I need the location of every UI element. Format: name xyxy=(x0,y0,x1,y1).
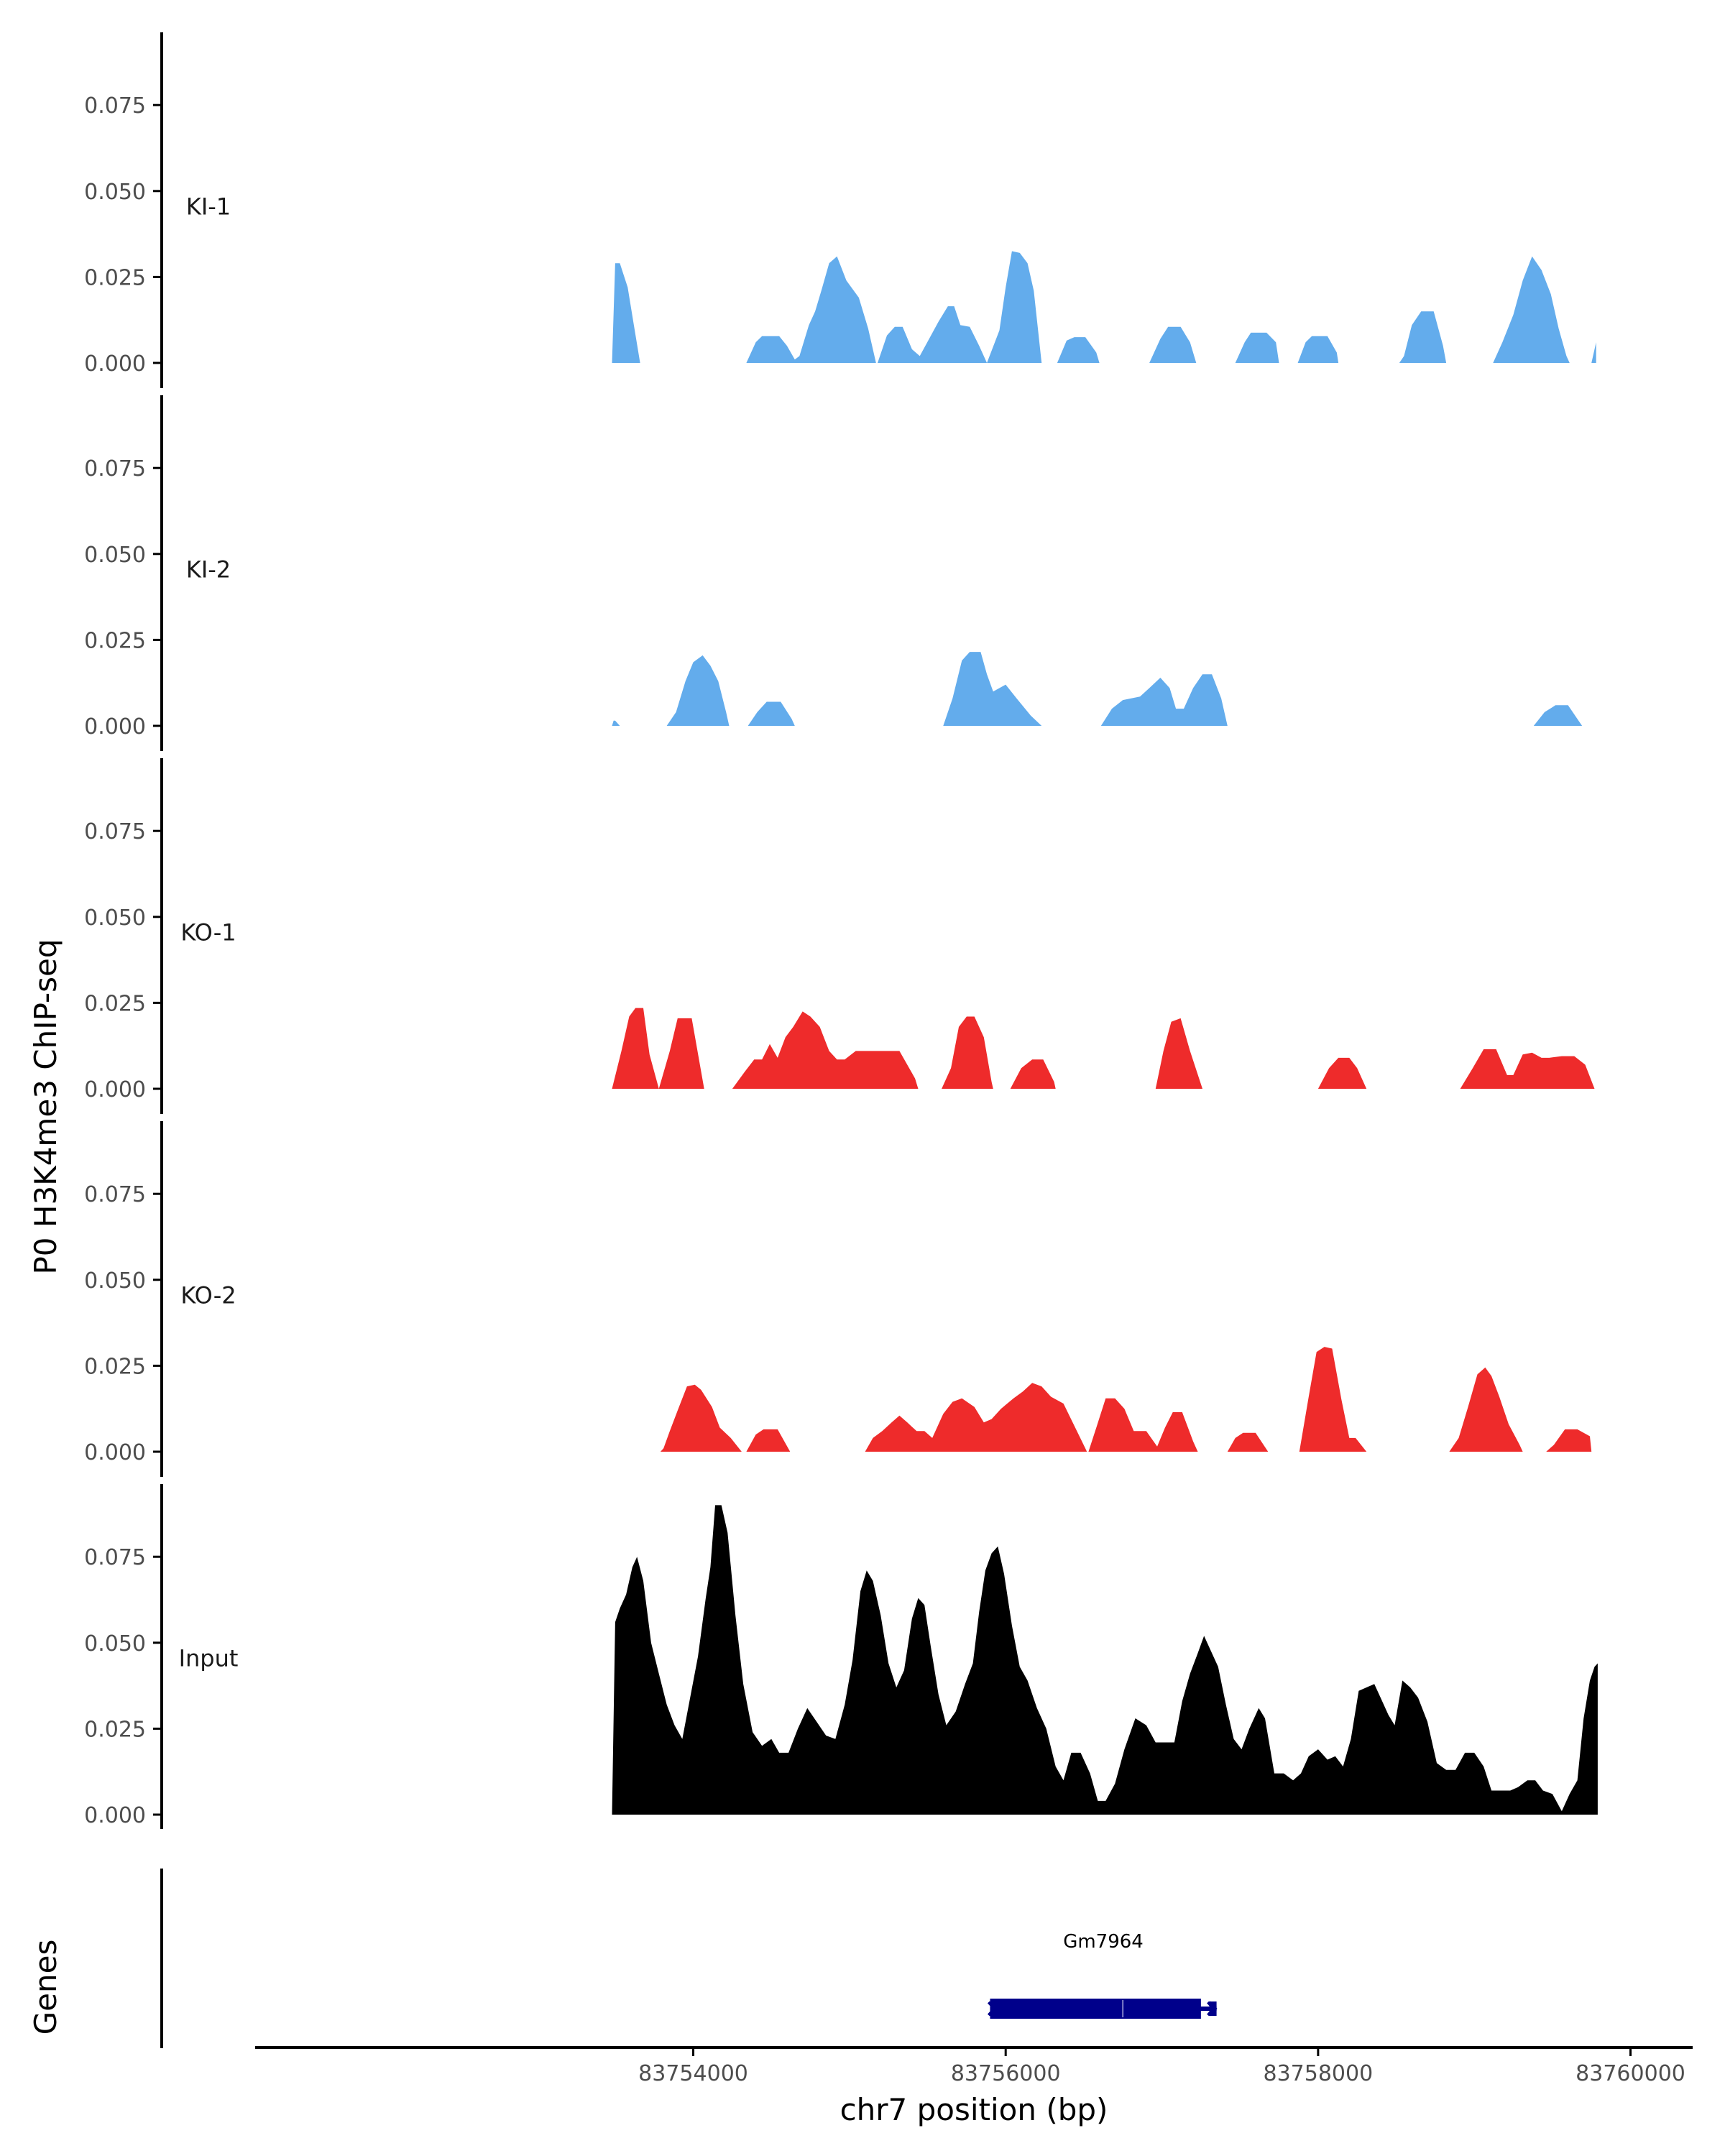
signal-tracks: 0.0000.0250.0500.075KI-10.0000.0250.0500… xyxy=(84,32,1598,1829)
y-tick-label: 0.025 xyxy=(84,265,146,290)
track-label-ki-1: KI-1 xyxy=(186,193,231,220)
y-tick-label: 0.000 xyxy=(84,1440,146,1465)
gene-name-label: Gm7964 xyxy=(1063,1931,1144,1953)
y-tick-label: 0.075 xyxy=(84,819,146,844)
y-tick-label: 0.075 xyxy=(84,456,146,482)
x-tick-label: 83756000 xyxy=(951,2061,1061,2086)
y-tick-label: 0.075 xyxy=(84,1545,146,1570)
y-tick-label: 0.000 xyxy=(84,351,146,377)
y-tick-label: 0.025 xyxy=(84,1717,146,1742)
y-tick-label: 0.075 xyxy=(84,93,146,119)
y-tick-label: 0.075 xyxy=(84,1182,146,1207)
signal-area-input xyxy=(612,1505,1598,1815)
gene-panel: Gm7964 xyxy=(160,1869,1218,2048)
gene-exon xyxy=(990,1999,1201,2019)
strand-arrow xyxy=(987,2001,997,2017)
y-tick-label: 0.050 xyxy=(84,906,146,931)
track-label-ko-2: KO-2 xyxy=(180,1281,236,1309)
x-tick-label: 83758000 xyxy=(1264,2061,1374,2086)
y-tick-label: 0.050 xyxy=(84,1631,146,1657)
y-tick-label: 0.000 xyxy=(84,714,146,740)
track-ko-2: 0.000 0.025 0.050 0.075 KO-2 xyxy=(84,1121,1592,1477)
y-tick-label: 0.025 xyxy=(84,1354,146,1379)
track-label-ko-1: KO-1 xyxy=(180,918,236,946)
track-input: 0.000 0.025 0.050 0.075 Input xyxy=(84,1484,1598,1829)
y-tick-label: 0.000 xyxy=(84,1077,146,1102)
y-tick-label: 0.050 xyxy=(84,180,146,205)
y-tick-label: 0.000 xyxy=(84,1803,146,1828)
signal-area-ko-1 xyxy=(612,1008,1595,1089)
track-ki-2: 0.000 0.025 0.050 0.075 KI-2 xyxy=(84,395,1583,751)
y-tick-label: 0.025 xyxy=(84,991,146,1016)
genes-axis-title: Genes xyxy=(28,1940,63,2035)
x-axis-title: chr7 position (bp) xyxy=(840,2092,1108,2127)
gene-end-marker xyxy=(1209,2001,1217,2016)
track-label-input: Input xyxy=(179,1644,239,1672)
track-ki-1: 0.000 0.025 0.050 0.075 KI-1 xyxy=(84,32,1596,388)
y-tick-label: 0.050 xyxy=(84,1268,146,1294)
x-tick-label: 83754000 xyxy=(638,2061,748,2086)
track-ko-1: 0.000 0.025 0.050 0.075 KO-1 xyxy=(84,758,1595,1114)
signal-area-ki-2 xyxy=(612,652,1583,726)
x-tick-label: 83760000 xyxy=(1576,2061,1685,2086)
track-label-ki-2: KI-2 xyxy=(186,556,231,583)
y-tick-label: 0.050 xyxy=(84,543,146,568)
signal-area-ki-1 xyxy=(612,251,1596,363)
y-axis-title: P0 H3K4me3 ChIP-seq xyxy=(28,939,63,1274)
signal-area-ko-2 xyxy=(660,1347,1592,1452)
x-axis: 83754000 83756000 83758000 83760000 xyxy=(255,2046,1693,2086)
y-tick-label: 0.025 xyxy=(84,628,146,653)
